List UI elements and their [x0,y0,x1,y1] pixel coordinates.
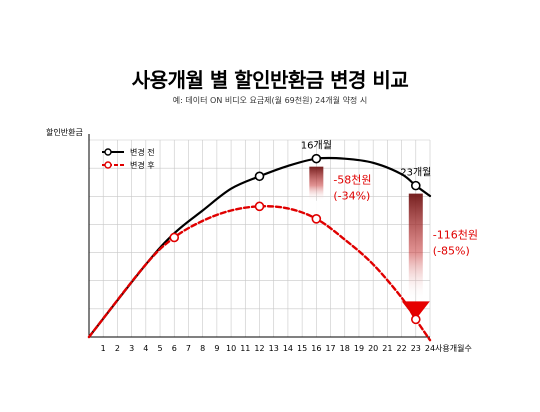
legend: 변경 전변경 후 [102,147,155,170]
x-tick-label: 9 [214,344,219,353]
data-point-marker [311,214,322,224]
x-tick-label: 3 [129,344,134,353]
x-tick-label: 22 [396,344,406,353]
data-point-marker [254,201,265,212]
x-tick-label: 15 [297,344,307,353]
y-axis-label: 할인반환금 [46,127,83,137]
change-amount-23: -116천원 [433,228,478,242]
x-axis-label: 사용개월수 [435,343,472,353]
x-tick-label: 11 [240,344,250,353]
change-percent-16: (-34%) [333,190,370,203]
x-tick-label: 16 [311,344,321,353]
x-tick-label: 1 [101,344,106,353]
chart-title: 사용개월 별 할인반환금 변경 비교 [131,68,409,92]
data-point-marker [311,153,322,164]
grid [89,139,431,337]
data-point-marker [410,180,421,191]
x-tick-label: 2 [115,344,120,353]
change-percent-23: (-85%) [433,245,470,258]
x-tick-label: 21 [382,344,392,353]
x-tick-label: 20 [368,344,378,353]
x-tick-label: 4 [143,344,148,353]
data-markers [169,153,421,325]
x-tick-label: 18 [340,344,350,353]
x-tick-label: 13 [269,344,279,353]
axes [88,134,430,338]
x-tick-label: 6 [172,344,177,353]
x-tick-label: 12 [254,344,264,353]
legend-label-before: 변경 전 [130,147,155,157]
x-tick-label: 5 [157,344,162,353]
x-tick-label: 10 [226,344,236,353]
x-tick-label: 17 [325,344,335,353]
month-label-23: 23개월 [400,167,431,179]
x-tick-label: 24 [425,344,435,353]
chart-subtitle: 예: 데이터 ON 비디오 요금제(월 69천원) 24개월 약정 시 [172,96,368,105]
change-arrow-head [302,200,331,219]
change-amount-16: -58천원 [333,173,371,187]
legend-marker [104,148,112,156]
legend-label-after: 변경 후 [130,160,155,170]
x-tick-label: 19 [354,344,364,353]
legend-marker [104,161,112,169]
data-point-marker [410,314,421,325]
x-tick-label: 23 [411,344,421,353]
change-arrow-body [309,166,324,201]
month-label-16: 16개월 [301,140,332,152]
change-arrow-body [408,193,423,302]
x-tick-label: 7 [186,344,191,353]
x-tick-label: 8 [200,344,205,353]
data-point-marker [254,171,265,182]
data-point-marker [169,232,180,243]
x-tick-label: 14 [283,344,293,353]
